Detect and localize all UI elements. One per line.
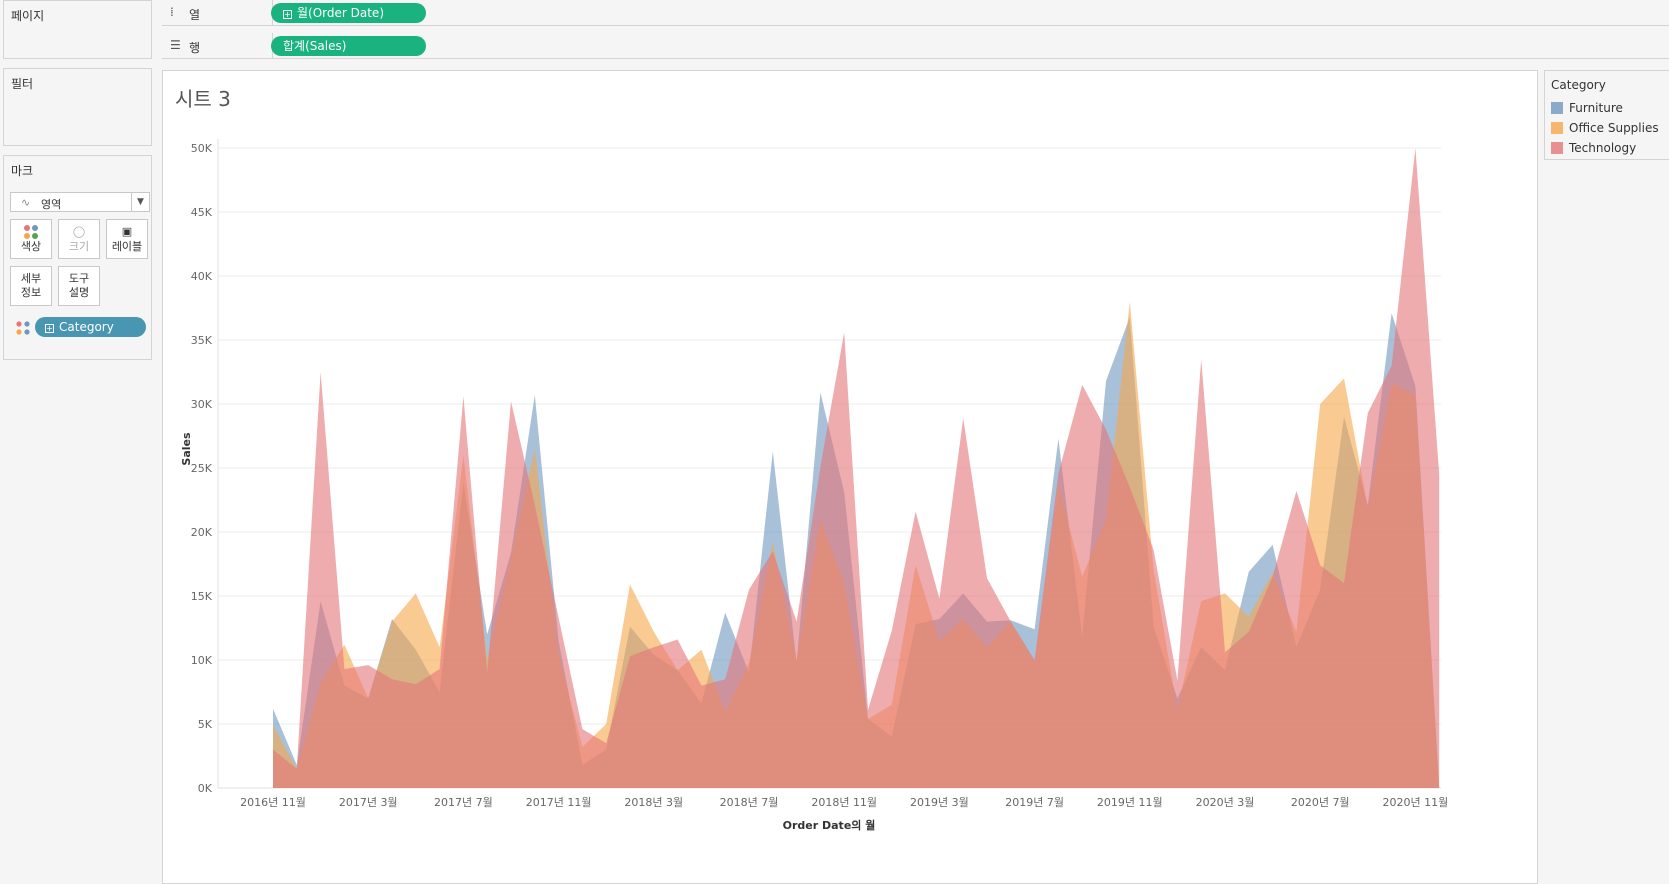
marks-title: 마크 xyxy=(11,164,34,178)
y-tick-label: 40K xyxy=(191,270,213,283)
rows-pill[interactable]: 합계(Sales) xyxy=(271,36,426,56)
size-icon: ◯ xyxy=(72,225,86,238)
category-pill-label: Category xyxy=(59,320,114,334)
x-tick-label: 2016년 11월 xyxy=(240,796,306,809)
area-chart[interactable]: 0K 5K 10K 15K 20K 25K 30K 35K 40K 45K 50K 2016년 11월… xyxy=(163,139,1537,883)
y-tick-label: 45K xyxy=(191,206,213,219)
chart-title: 시트 3 xyxy=(175,87,231,111)
x-tick-label: 2017년 7월 xyxy=(434,796,493,809)
y-axis-title: Sales xyxy=(180,432,193,466)
y-tick-label: 15K xyxy=(191,590,213,603)
legend-item-technology[interactable]: Technology xyxy=(1551,141,1636,157)
columns-icon: ⁞ xyxy=(170,5,174,19)
y-tick-label: 5K xyxy=(198,718,213,731)
x-tick-label: 2019년 7월 xyxy=(1005,796,1064,809)
x-axis-title: Order Date의 월 xyxy=(783,818,876,832)
legend-item-label: Technology xyxy=(1569,141,1637,155)
x-tick-label: 2018년 7월 xyxy=(720,796,779,809)
mark-type-label: 영역 xyxy=(41,198,62,211)
filters-title: 필터 xyxy=(11,77,34,91)
columns-pill[interactable]: + 월(Order Date) xyxy=(271,3,426,23)
x-tick-label: 2019년 11월 xyxy=(1097,796,1163,809)
x-tick-label: 2017년 3월 xyxy=(339,796,398,809)
expand-icon: + xyxy=(45,324,54,333)
x-tick-label: 2017년 11월 xyxy=(526,796,592,809)
x-tick-label: 2019년 3월 xyxy=(910,796,969,809)
y-tick-label: 20K xyxy=(191,526,213,539)
legend-swatch xyxy=(1551,142,1563,154)
x-tick-label: 2020년 7월 xyxy=(1291,796,1350,809)
columns-shelf-label: 열 xyxy=(189,8,201,22)
color-icon xyxy=(11,224,51,240)
rows-pill-label: 합계(Sales) xyxy=(283,39,347,53)
legend-panel[interactable]: Category Furniture Office Supplies Techn… xyxy=(1544,70,1669,160)
y-tick-label: 50K xyxy=(191,142,213,155)
pages-panel: 페이지 xyxy=(3,0,152,59)
rows-icon: ☰ xyxy=(170,38,181,52)
area-technology xyxy=(273,148,1440,788)
area-chart-icon: ∿ xyxy=(21,196,31,209)
y-tick-label: 10K xyxy=(191,654,213,667)
y-tick-label: 30K xyxy=(191,398,213,411)
text-icon: ▣ xyxy=(121,225,133,238)
legend-title: Category xyxy=(1551,78,1606,92)
y-tick-label: 25K xyxy=(191,462,213,475)
pages-title: 페이지 xyxy=(11,9,45,23)
legend-swatch xyxy=(1551,122,1563,134)
rows-shelf-label: 행 xyxy=(189,41,201,55)
color-button[interactable]: 색상 xyxy=(10,219,52,259)
color-marks-icon xyxy=(16,320,30,339)
mark-type-dropdown[interactable]: ∿ 영역 ▼ xyxy=(10,192,150,212)
legend-item-label: Furniture xyxy=(1569,101,1623,115)
columns-shelf[interactable]: ⁞ 열 + 월(Order Date) xyxy=(162,0,1669,26)
x-tick-label: 2018년 11월 xyxy=(811,796,877,809)
chevron-down-icon[interactable]: ▼ xyxy=(131,193,149,211)
x-tick-label: 2020년 11월 xyxy=(1383,796,1449,809)
legend-item-office-supplies[interactable]: Office Supplies xyxy=(1551,121,1659,137)
tooltip-button[interactable]: 도구 설명 xyxy=(58,266,100,306)
columns-pill-label: 월(Order Date) xyxy=(297,6,385,20)
legend-item-furniture[interactable]: Furniture xyxy=(1551,101,1623,117)
category-pill[interactable]: + Category xyxy=(35,317,146,337)
x-tick-label: 2018년 3월 xyxy=(624,796,683,809)
legend-item-label: Office Supplies xyxy=(1569,121,1659,135)
size-button-label: 크기 xyxy=(68,240,90,253)
color-button-label: 색상 xyxy=(20,240,42,253)
y-tick-label: 35K xyxy=(191,334,213,347)
chart-panel: 시트 3 0K 5K 10K 15K 20K 25K 30K 35K 40K 45K 50K 2016… xyxy=(162,70,1538,884)
x-tick-label: 2020년 3월 xyxy=(1196,796,1255,809)
label-button-label: 레이블 xyxy=(111,240,143,253)
size-button[interactable]: ◯ 크기 xyxy=(58,219,100,259)
rows-shelf[interactable]: ☰ 행 합계(Sales) xyxy=(162,33,1669,59)
y-tick-label: 0K xyxy=(198,782,213,795)
label-button[interactable]: ▣ 레이블 xyxy=(106,219,148,259)
detail-button-label: 세부 정보 xyxy=(20,272,42,299)
expand-icon: + xyxy=(283,10,292,19)
filters-panel[interactable]: 필터 xyxy=(3,68,152,146)
tooltip-button-label: 도구 설명 xyxy=(68,272,90,299)
detail-button[interactable]: 세부 정보 xyxy=(10,266,52,306)
legend-swatch xyxy=(1551,102,1563,114)
